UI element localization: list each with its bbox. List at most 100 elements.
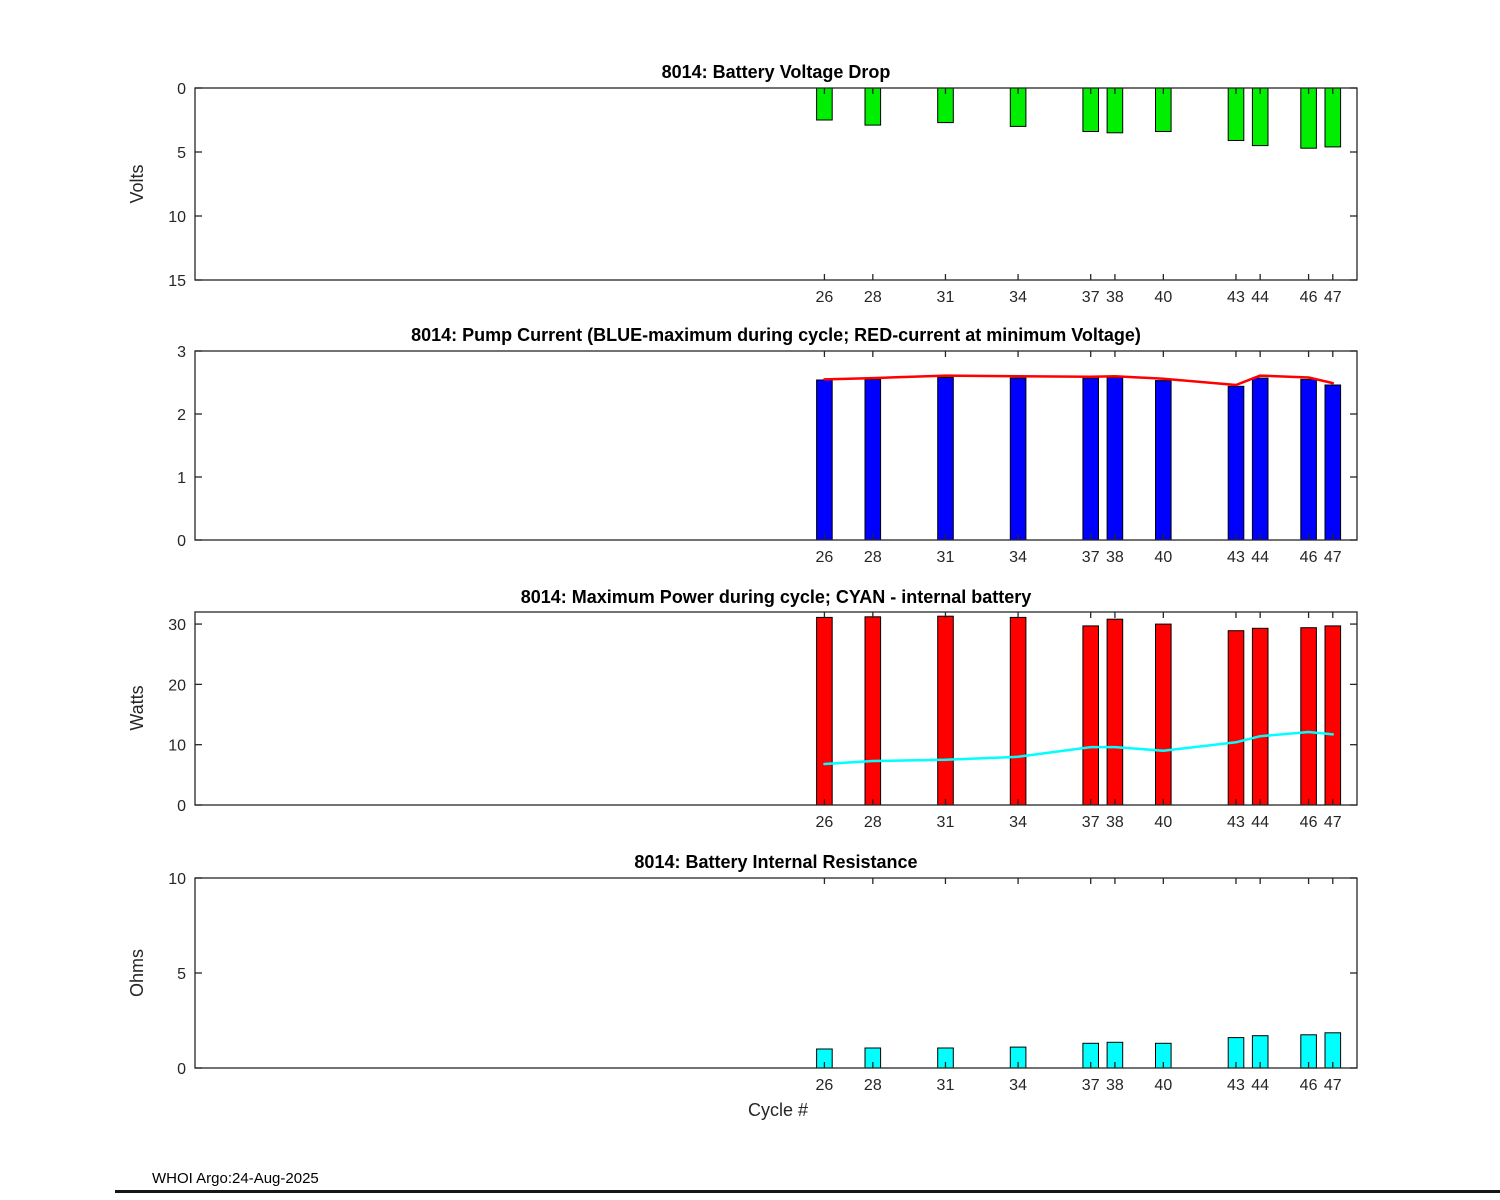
y-tick-label: 5 (177, 966, 186, 983)
x-tick-label: 47 (1324, 549, 1342, 566)
bar-cycle-40 (1155, 87, 1172, 132)
bar-cycle-47 (1324, 384, 1342, 541)
axes-box (194, 877, 1358, 1069)
y-tick-label: 5 (177, 145, 186, 162)
x-tick-label: 34 (1009, 1077, 1027, 1094)
x-tick-label: 46 (1300, 549, 1318, 566)
y-tick-label: 20 (168, 677, 186, 694)
x-tick-label: 43 (1227, 549, 1245, 566)
x-tick-label: 44 (1251, 1077, 1269, 1094)
x-tick-label: 43 (1227, 1077, 1245, 1094)
x-tick-label: 40 (1154, 1077, 1172, 1094)
bar-cycle-43 (1227, 385, 1245, 541)
subplot-max-power: 26 28 31 34 37 38 40 43 44 46 47 0 10 20 30 (168, 611, 1358, 831)
x-tick-label: 28 (864, 814, 882, 831)
bar-cycle-44 (1251, 377, 1269, 541)
x-tick-label: 26 (816, 1077, 834, 1094)
title-battery-voltage-drop: 8014: Battery Voltage Drop (662, 62, 891, 82)
bar-cycle-28 (864, 378, 882, 541)
x-tick-label: 38 (1106, 814, 1124, 831)
x-tick-label: 37 (1082, 814, 1100, 831)
bar-cycle-47 (1324, 625, 1342, 806)
x-tick-label: 31 (937, 814, 955, 831)
axes-box (194, 350, 1358, 541)
title-max-power: 8014: Maximum Power during cycle; CYAN -… (521, 587, 1032, 607)
y-tick-label: 0 (177, 81, 186, 98)
x-tick-label: 38 (1106, 289, 1124, 306)
x-tick-label: 31 (937, 549, 955, 566)
xlabel-cycle: Cycle # (748, 1100, 808, 1120)
y-tick-label: 2 (177, 407, 186, 424)
y-tick-label: 0 (177, 798, 186, 815)
x-tick-label: 26 (816, 549, 834, 566)
x-tick-label: 44 (1251, 549, 1269, 566)
bar-cycle-47 (1324, 87, 1342, 148)
ylabel-volts: Volts (127, 164, 147, 203)
bar-cycle-38 (1106, 618, 1124, 806)
bar-cycle-37 (1082, 87, 1100, 132)
line-series (823, 374, 1335, 387)
axes-box (194, 611, 1358, 806)
bar-cycle-31 (937, 377, 954, 541)
bar-cycle-26 (816, 616, 833, 806)
bar-cycle-37 (1082, 625, 1100, 806)
bar-cycle-46 (1300, 87, 1317, 149)
line-series (823, 730, 1335, 766)
bar-cycle-44 (1251, 87, 1269, 147)
x-tick-label: 31 (937, 1077, 955, 1094)
bar-cycle-34 (1009, 616, 1027, 806)
bar-cycle-46 (1300, 627, 1317, 806)
x-tick-label: 38 (1106, 549, 1124, 566)
title-internal-resistance: 8014: Battery Internal Resistance (634, 852, 917, 872)
x-tick-label: 38 (1106, 1077, 1124, 1094)
x-tick-label: 40 (1154, 549, 1172, 566)
subplot-pump-current: 26 28 31 34 37 38 40 43 44 46 47 0 1 2 3 (177, 344, 1358, 566)
x-tick-label: 26 (816, 289, 834, 306)
x-tick-label: 40 (1154, 289, 1172, 306)
x-tick-label: 28 (864, 1077, 882, 1094)
x-tick-label: 46 (1300, 289, 1318, 306)
bar-cycle-43 (1227, 630, 1245, 806)
bar-cycle-46 (1300, 378, 1317, 541)
y-tick-label: 10 (168, 871, 186, 888)
y-tick-label: 0 (177, 1061, 186, 1078)
x-tick-label: 44 (1251, 289, 1269, 306)
bar-cycle-37 (1082, 377, 1100, 541)
x-tick-label: 26 (816, 814, 834, 831)
y-tick-label: 30 (168, 617, 186, 634)
x-tick-label: 28 (864, 549, 882, 566)
x-tick-label: 46 (1300, 1077, 1318, 1094)
title-pump-current: 8014: Pump Current (BLUE-maximum during … (411, 325, 1141, 345)
axes-box (194, 87, 1358, 281)
y-tick-label: 10 (168, 738, 186, 755)
bar-cycle-31 (937, 615, 954, 806)
ylabel-watts: Watts (127, 685, 147, 730)
x-tick-label: 40 (1154, 814, 1172, 831)
y-tick-label: 1 (177, 470, 186, 487)
subplot-battery-voltage-drop: 26 28 31 34 37 38 40 43 44 46 47 0 5 10 15 (168, 81, 1358, 306)
ylabel-ohms: Ohms (127, 949, 147, 997)
subplot-internal-resistance: 26 28 31 34 37 38 40 43 44 46 47 0 5 10 (168, 871, 1358, 1094)
y-tick-label: 15 (168, 273, 186, 290)
y-tick-label: 0 (177, 533, 186, 550)
x-tick-label: 47 (1324, 814, 1342, 831)
x-tick-label: 34 (1009, 289, 1027, 306)
bar-cycle-28 (864, 616, 882, 806)
x-tick-label: 34 (1009, 549, 1027, 566)
bar-cycle-43 (1227, 87, 1245, 141)
x-tick-label: 47 (1324, 1077, 1342, 1094)
y-tick-label: 10 (168, 209, 186, 226)
bar-cycle-38 (1106, 87, 1124, 134)
x-tick-label: 46 (1300, 814, 1318, 831)
bar-cycle-26 (816, 379, 833, 541)
x-tick-label: 44 (1251, 814, 1269, 831)
x-tick-label: 37 (1082, 549, 1100, 566)
x-tick-label: 31 (937, 289, 955, 306)
x-tick-label: 43 (1227, 289, 1245, 306)
x-tick-label: 47 (1324, 289, 1342, 306)
x-tick-label: 37 (1082, 1077, 1100, 1094)
x-tick-label: 43 (1227, 814, 1245, 831)
x-tick-label: 34 (1009, 814, 1027, 831)
bar-cycle-34 (1009, 377, 1027, 541)
